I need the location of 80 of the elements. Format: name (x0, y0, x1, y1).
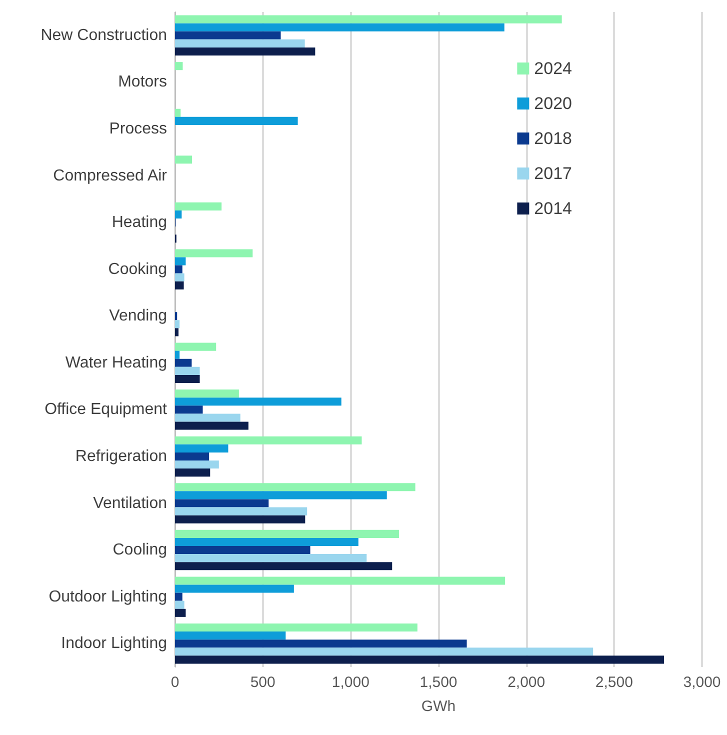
bar (175, 366, 200, 375)
y-tick-label: Vending (109, 308, 167, 325)
bar (175, 406, 203, 414)
bar (175, 468, 210, 477)
bar (175, 265, 182, 274)
y-tick-label: Ventilation (93, 494, 167, 512)
bar (175, 342, 216, 351)
legend-label: 2024 (534, 59, 572, 78)
bar (175, 538, 358, 546)
bar (175, 576, 506, 585)
bar (175, 108, 181, 117)
x-tick-label: 1,500 (420, 674, 458, 691)
bar (175, 374, 200, 384)
bar (175, 273, 184, 282)
bar (175, 116, 298, 125)
bar (175, 554, 367, 562)
bar (175, 491, 387, 500)
bar (175, 592, 182, 601)
bar (175, 483, 416, 492)
bar (175, 507, 308, 516)
bar (175, 390, 239, 398)
y-tick-label: Indoor Lighting (61, 635, 167, 652)
y-tick-label: Office Equipment (44, 401, 168, 418)
bar (175, 39, 305, 48)
bar (175, 15, 562, 24)
bar (175, 23, 504, 32)
bar (175, 530, 399, 538)
bar (175, 546, 310, 554)
bar (175, 249, 253, 258)
bar (175, 608, 186, 617)
bar (175, 257, 186, 266)
bar (175, 202, 222, 210)
bar (175, 31, 281, 40)
bar (175, 499, 269, 508)
bar (175, 584, 294, 593)
bar (175, 62, 183, 70)
bar (175, 460, 219, 469)
y-tick-label: Cooking (108, 260, 167, 278)
bar (175, 562, 392, 570)
y-tick-label: Compressed Air (53, 167, 168, 184)
y-tick-label: Cooling (112, 542, 167, 559)
y-tick-label: Motors (118, 74, 167, 91)
bar (175, 422, 248, 430)
y-tick-label: New Construction (40, 26, 167, 44)
x-axis-title: GWh (421, 698, 456, 715)
bar (175, 623, 418, 632)
y-tick-label: Process (109, 120, 167, 138)
y-tick-label: Water Heating (65, 354, 167, 372)
bar (175, 632, 286, 640)
x-tick-label: 500 (250, 674, 276, 691)
bar (175, 640, 467, 648)
bar (175, 452, 210, 460)
y-tick-label: Heating (112, 214, 167, 232)
legend-label: 2018 (534, 129, 572, 148)
bar (175, 328, 179, 336)
bar (175, 398, 342, 406)
legend-label: 2017 (534, 164, 572, 183)
bar (175, 350, 180, 359)
bar (175, 656, 664, 664)
bar (175, 515, 306, 524)
bar (175, 600, 184, 609)
bar (175, 436, 362, 444)
bar (175, 648, 594, 656)
x-tick-label: 0 (170, 674, 180, 691)
bar (175, 414, 240, 422)
legend-label: 2014 (534, 199, 572, 218)
legend-label: 2020 (534, 94, 572, 113)
bar (175, 156, 192, 164)
x-tick-label: 3,000 (683, 674, 721, 691)
x-tick-label: 2,500 (595, 674, 633, 691)
x-tick-label: 1,000 (332, 674, 370, 691)
bar (175, 47, 316, 56)
x-tick-label: 2,000 (508, 674, 546, 691)
bar (175, 358, 192, 367)
bar (175, 281, 184, 290)
y-tick-label: Outdoor Lighting (48, 588, 167, 606)
bar (175, 444, 228, 452)
y-tick-label: Refrigeration (75, 448, 167, 465)
bar (175, 320, 180, 328)
bar (175, 210, 182, 219)
